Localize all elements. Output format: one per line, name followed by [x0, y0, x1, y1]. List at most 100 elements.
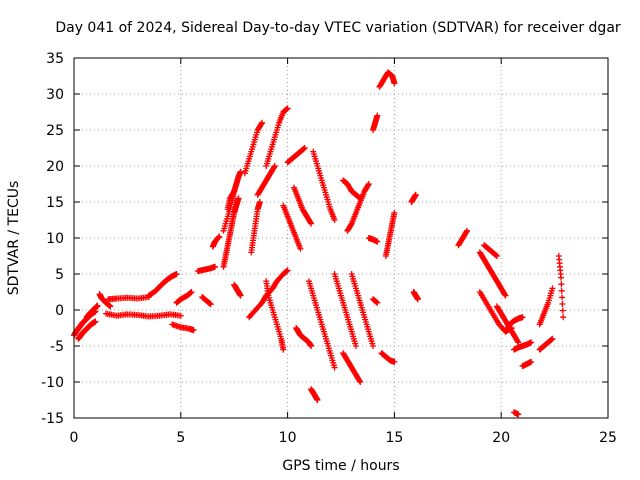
series-arc42: [410, 289, 421, 303]
series-arc16: [231, 281, 244, 299]
data-point: [284, 267, 291, 274]
series-arc39: [382, 209, 398, 259]
data-point: [211, 263, 218, 270]
data-point: [258, 121, 265, 127]
y-tick-label: -5: [50, 339, 64, 355]
data-point: [107, 303, 114, 310]
series-arc49: [511, 339, 535, 353]
series-arc54: [555, 253, 567, 321]
data-point: [188, 289, 195, 295]
data-point: [237, 168, 244, 175]
data-point: [560, 314, 567, 321]
data-point: [256, 199, 263, 205]
data-point: [558, 281, 565, 288]
series-arc11: [199, 294, 214, 308]
data-point: [331, 217, 338, 223]
data-point: [559, 301, 566, 307]
data-point: [308, 220, 315, 227]
series-arc38: [376, 69, 398, 90]
data-point: [216, 233, 223, 240]
data-point: [549, 285, 556, 292]
x-tick-label: 0: [70, 430, 79, 446]
axis-ticks: [73, 57, 609, 419]
data-point: [365, 181, 372, 187]
y-tick-label: 30: [46, 87, 64, 103]
data-point: [357, 379, 364, 385]
data-point: [514, 338, 521, 345]
data-point: [308, 343, 315, 349]
data-point: [515, 411, 522, 418]
series-arc04: [96, 291, 114, 310]
series-arc02: [75, 318, 99, 342]
data-point: [177, 312, 184, 319]
series-arc14: [224, 168, 244, 213]
series-arc29: [308, 386, 321, 403]
data-point: [558, 287, 565, 294]
series-arc30: [331, 271, 359, 349]
data-point: [558, 274, 565, 281]
series-arc50: [511, 409, 522, 418]
data-point: [374, 299, 381, 306]
data-point: [519, 314, 526, 321]
data-point: [374, 112, 381, 119]
x-tick-label: 10: [279, 430, 297, 446]
chart-title: Day 041 of 2024, Sidereal Day-to-day VTE…: [55, 20, 621, 36]
series-arc52: [536, 285, 556, 328]
data-point: [301, 145, 308, 151]
series-arc17: [241, 119, 265, 177]
data-point: [549, 335, 556, 342]
series-arc05: [103, 310, 184, 320]
series-arc06: [105, 294, 152, 303]
data-point: [307, 219, 314, 226]
series-arc44: [476, 249, 509, 299]
data-point: [502, 292, 509, 299]
series-arc08: [173, 289, 195, 306]
data-point: [284, 105, 291, 112]
data-point: [370, 343, 377, 349]
data-point: [559, 307, 566, 314]
data-point: [357, 195, 364, 202]
x-tick-label: 20: [492, 430, 510, 446]
x-tick-label: 15: [385, 430, 403, 446]
data-point: [493, 253, 500, 259]
data-point: [356, 377, 363, 384]
y-tick-label: 5: [55, 267, 64, 283]
data-point: [173, 271, 180, 277]
data-point: [237, 292, 244, 299]
data-point: [331, 364, 338, 371]
series-arc20: [254, 163, 278, 198]
y-tick-label: 10: [46, 231, 64, 247]
series-arc15: [220, 195, 242, 270]
x-axis-label: GPS time / hours: [282, 458, 399, 474]
series-arc33: [340, 177, 364, 202]
data-point: [515, 339, 522, 346]
series-arc21: [263, 105, 291, 169]
series-arc45: [481, 242, 500, 259]
series-arc09: [169, 321, 197, 334]
series-arc03: [83, 302, 101, 321]
data-point: [414, 296, 421, 303]
series-arc53: [536, 335, 556, 353]
series-arc18: [248, 199, 263, 256]
data-point: [412, 191, 419, 198]
series-arc26: [293, 325, 315, 349]
series-arc24: [284, 145, 308, 166]
data-point: [215, 234, 222, 241]
x-tick-labels: 0 5 10 15 20 25: [70, 430, 617, 446]
data-point: [501, 291, 508, 298]
x-tick-label: 5: [176, 430, 185, 446]
series-arc37: [370, 296, 381, 306]
y-axis-label: SDTVAR / TECUs: [6, 181, 22, 296]
y-tick-label: 15: [46, 195, 64, 211]
data-point: [374, 238, 381, 245]
series-arc12: [209, 233, 223, 250]
y-tick-label: 25: [46, 123, 64, 139]
series-arc07: [145, 271, 180, 299]
y-tick-label: -15: [41, 411, 64, 427]
series-arc28: [310, 148, 338, 223]
series-arc40: [378, 350, 398, 365]
y-tick-label: -10: [41, 375, 64, 391]
data-point: [271, 164, 278, 171]
data-point: [464, 227, 471, 234]
